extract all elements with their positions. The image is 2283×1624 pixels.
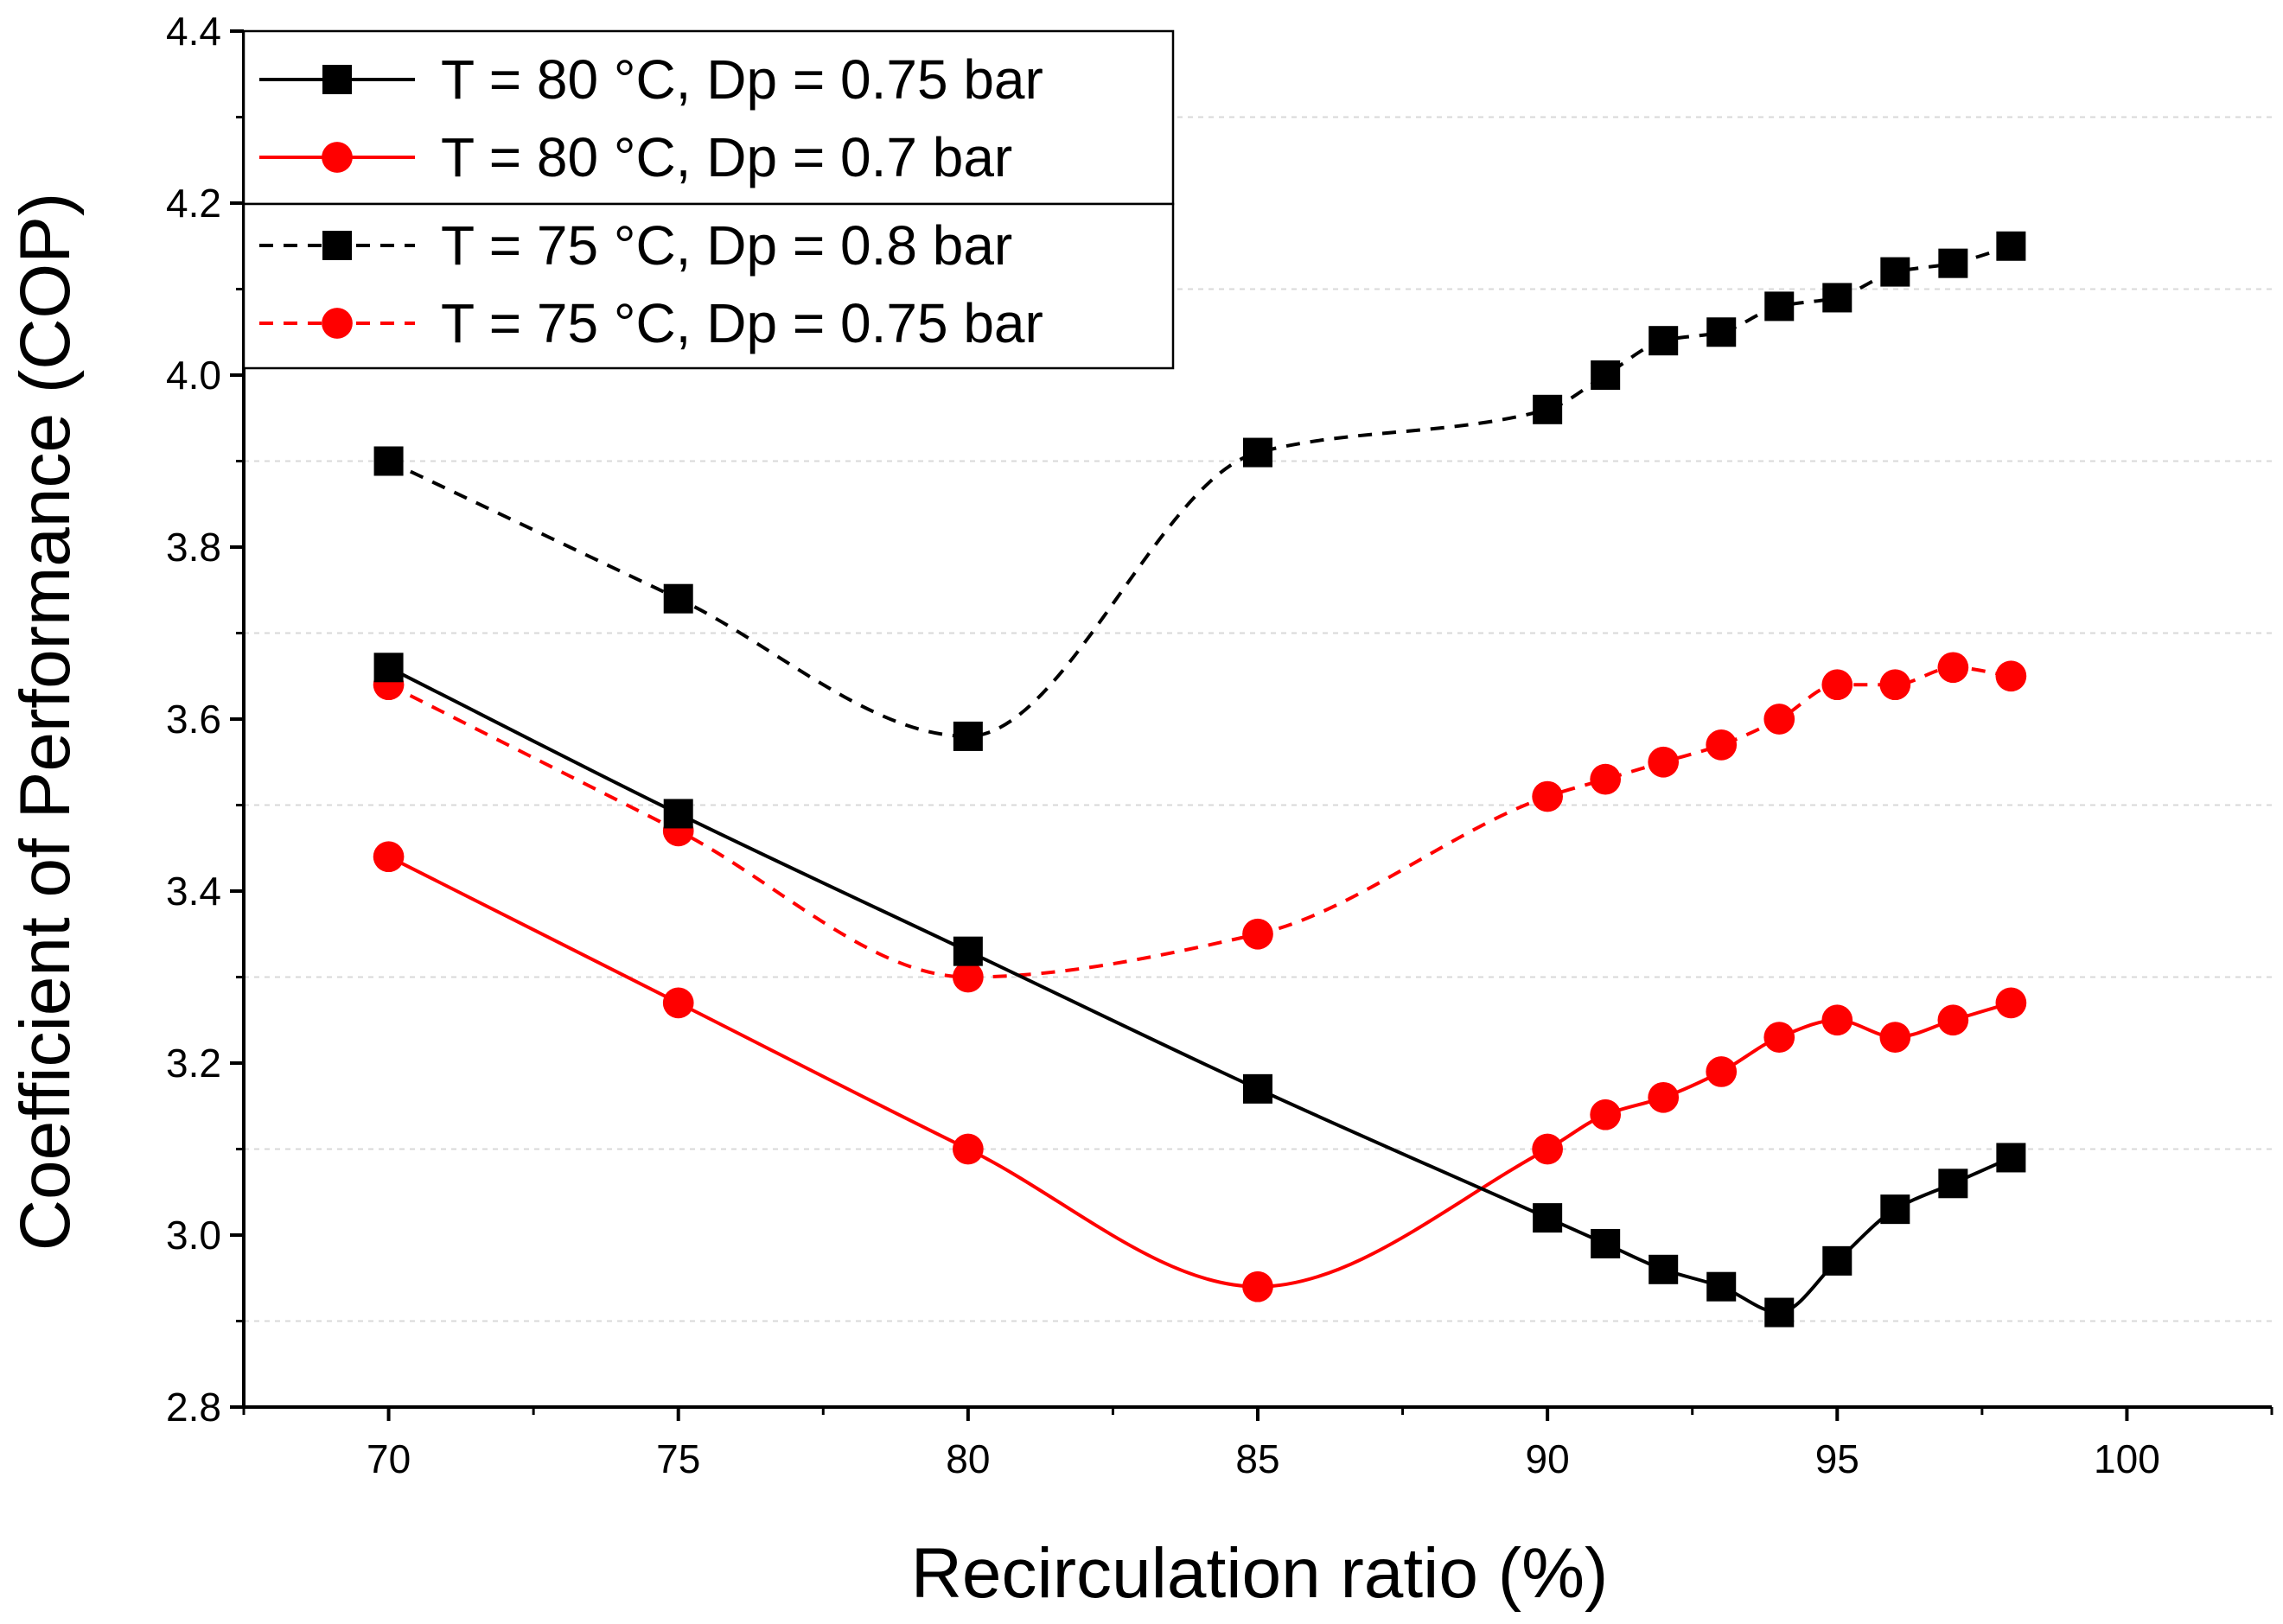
data-point bbox=[662, 987, 694, 1019]
x-tick-label: 90 bbox=[1526, 1436, 1570, 1481]
data-point bbox=[1532, 780, 1563, 812]
series-group bbox=[373, 231, 2027, 1328]
data-point bbox=[1648, 746, 1680, 778]
data-point bbox=[1763, 704, 1795, 735]
data-point bbox=[1995, 987, 2027, 1019]
series-3 bbox=[373, 231, 2026, 751]
data-point bbox=[373, 841, 405, 873]
data-point bbox=[1590, 1099, 1622, 1130]
data-point bbox=[1938, 1169, 1968, 1199]
data-point bbox=[1996, 231, 2026, 261]
x-tick-label: 100 bbox=[2094, 1436, 2160, 1481]
legend-entry-4: T = 75 °C, Dp = 0.75 bar bbox=[259, 292, 1043, 354]
data-point bbox=[1996, 1143, 2026, 1173]
data-point bbox=[1821, 1004, 1853, 1036]
data-point bbox=[1706, 729, 1738, 761]
x-tick-label: 80 bbox=[946, 1436, 990, 1481]
data-point bbox=[1764, 291, 1795, 322]
x-tick-label: 85 bbox=[1235, 1436, 1279, 1481]
data-point bbox=[1880, 1194, 1910, 1225]
data-point bbox=[1880, 257, 1910, 287]
y-tick-label: 3.4 bbox=[166, 869, 221, 914]
y-tick-label: 4.2 bbox=[166, 181, 221, 226]
data-point bbox=[1706, 1056, 1738, 1087]
legend: T = 80 °C, Dp = 0.75 bar T = 80 °C, Dp = … bbox=[242, 29, 1175, 370]
data-point bbox=[373, 446, 404, 476]
legend-label: T = 75 °C, Dp = 0.75 bar bbox=[441, 292, 1043, 354]
data-point bbox=[1532, 1133, 1563, 1165]
data-point bbox=[1995, 660, 2027, 692]
data-point bbox=[1822, 283, 1853, 313]
data-point bbox=[1242, 1271, 1273, 1302]
series-1 bbox=[373, 653, 2026, 1328]
data-point bbox=[663, 583, 693, 614]
legend-label: T = 80 °C, Dp = 0.7 bar bbox=[441, 126, 1012, 188]
legend-label: T = 80 °C, Dp = 0.75 bar bbox=[441, 48, 1043, 111]
data-point bbox=[1763, 1022, 1795, 1053]
data-point bbox=[1648, 326, 1679, 356]
x-tick-label: 95 bbox=[1815, 1436, 1859, 1481]
data-point bbox=[1879, 669, 1911, 701]
data-point bbox=[953, 961, 984, 993]
data-point bbox=[953, 721, 983, 751]
legend-marker bbox=[322, 308, 353, 339]
data-point bbox=[1822, 1245, 1853, 1276]
x-tick-label: 75 bbox=[656, 1436, 700, 1481]
data-point bbox=[1937, 652, 1969, 684]
x-tick-label: 70 bbox=[367, 1436, 411, 1481]
data-point bbox=[1764, 1297, 1795, 1328]
data-point bbox=[1533, 1203, 1563, 1233]
data-point bbox=[1938, 248, 1968, 278]
legend-entry-2: T = 80 °C, Dp = 0.7 bar bbox=[259, 126, 1012, 188]
y-tick-label: 4.0 bbox=[166, 353, 221, 398]
data-point bbox=[1242, 918, 1273, 950]
data-point bbox=[1591, 1228, 1621, 1258]
legend-entry-1: T = 80 °C, Dp = 0.75 bar bbox=[259, 48, 1043, 111]
data-point bbox=[663, 799, 693, 829]
y-tick-label: 3.0 bbox=[166, 1213, 221, 1258]
x-axis-title: Recirculation ratio (%) bbox=[911, 1534, 1609, 1613]
axes: 2.8 3.0 3.2 3.4 3.6 3.8 4.0 4.2 4.4 70 75 80 85 90 95 1… bbox=[166, 9, 2273, 1481]
legend-box-dashed bbox=[242, 202, 1175, 370]
data-point bbox=[1648, 1081, 1680, 1113]
legend-marker bbox=[322, 142, 353, 173]
data-point bbox=[953, 1133, 984, 1165]
data-point bbox=[1243, 437, 1272, 468]
legend-label: T = 75 °C, Dp = 0.8 bar bbox=[441, 214, 1012, 277]
data-point bbox=[1591, 360, 1621, 390]
y-axis-title: Coefficient of Performance (COP) bbox=[6, 193, 85, 1251]
legend-marker bbox=[322, 65, 352, 94]
y-tick-label: 3.6 bbox=[166, 697, 221, 742]
data-point bbox=[1648, 1254, 1679, 1284]
y-tick-label: 3.2 bbox=[166, 1041, 221, 1086]
data-point bbox=[1533, 394, 1563, 424]
legend-entry-3: T = 75 °C, Dp = 0.8 bar bbox=[259, 214, 1012, 277]
data-point bbox=[1937, 1004, 1969, 1036]
y-tick-label: 4.4 bbox=[166, 9, 221, 54]
data-point bbox=[1879, 1022, 1911, 1053]
data-point bbox=[1821, 669, 1853, 701]
data-point bbox=[1706, 317, 1737, 347]
data-point bbox=[1590, 763, 1622, 795]
y-tick-label: 3.8 bbox=[166, 525, 221, 570]
data-point bbox=[1706, 1271, 1737, 1302]
data-point bbox=[953, 936, 983, 966]
series-2 bbox=[373, 841, 2027, 1302]
data-point bbox=[1243, 1073, 1272, 1104]
y-tick-label: 2.8 bbox=[166, 1385, 221, 1430]
legend-marker bbox=[322, 231, 352, 260]
data-point bbox=[373, 653, 404, 683]
